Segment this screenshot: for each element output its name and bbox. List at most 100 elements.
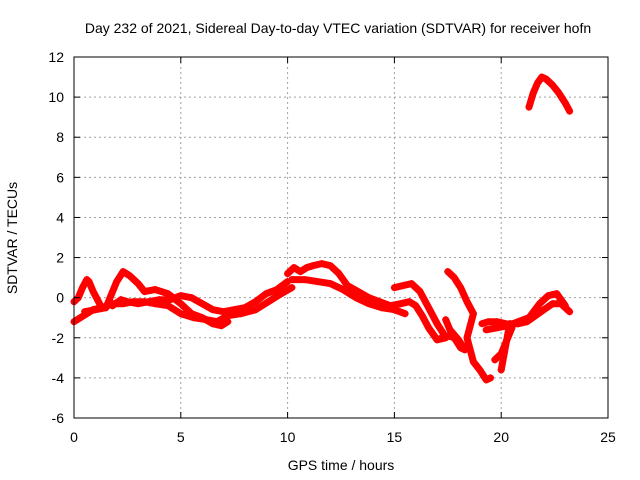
data-point bbox=[487, 374, 495, 382]
data-point bbox=[365, 300, 373, 308]
y-tick-label: 10 bbox=[48, 89, 64, 105]
data-point bbox=[444, 332, 452, 340]
data-point bbox=[151, 286, 159, 294]
data-point bbox=[442, 316, 450, 324]
data-point bbox=[437, 334, 445, 342]
series-13 bbox=[525, 73, 574, 115]
data-point bbox=[352, 294, 360, 302]
data-point bbox=[454, 336, 462, 344]
data-point bbox=[555, 89, 563, 97]
data-point bbox=[79, 284, 87, 292]
data-point bbox=[284, 270, 292, 278]
data-point bbox=[296, 268, 304, 276]
data-point bbox=[566, 308, 574, 316]
data-point bbox=[544, 292, 552, 300]
x-tick-label: 10 bbox=[280, 429, 296, 445]
data-point bbox=[134, 300, 142, 308]
data-point bbox=[309, 262, 317, 270]
series-12 bbox=[482, 290, 569, 334]
data-point bbox=[514, 318, 522, 326]
data-point bbox=[433, 320, 441, 328]
data-point bbox=[187, 294, 195, 302]
data-point bbox=[126, 272, 134, 280]
x-axis-label: GPS time / hours bbox=[288, 457, 395, 473]
data-point bbox=[164, 290, 172, 298]
data-point bbox=[81, 308, 89, 316]
data-point bbox=[504, 322, 512, 330]
y-tick-label: 12 bbox=[48, 49, 64, 65]
data-point bbox=[290, 264, 298, 272]
data-point bbox=[446, 326, 454, 334]
data-point bbox=[463, 298, 471, 306]
x-tick-label: 25 bbox=[600, 429, 616, 445]
axis-ticks bbox=[73, 56, 609, 419]
data-point bbox=[301, 276, 309, 284]
y-tick-label: 0 bbox=[56, 290, 64, 306]
x-tick-label: 5 bbox=[177, 429, 185, 445]
data-point bbox=[140, 288, 148, 296]
data-point bbox=[482, 376, 490, 384]
data-point bbox=[230, 306, 238, 314]
data-point bbox=[318, 260, 326, 268]
y-tick-label: -4 bbox=[52, 370, 65, 386]
data-point bbox=[378, 304, 386, 312]
data-point bbox=[401, 310, 409, 318]
data-point bbox=[288, 284, 296, 292]
data-point bbox=[102, 304, 110, 312]
data-point bbox=[134, 280, 142, 288]
data-point bbox=[450, 334, 458, 342]
data-point bbox=[166, 296, 174, 304]
chart-title: Day 232 of 2021, Sidereal Day-to-day VTE… bbox=[85, 20, 591, 36]
data-point bbox=[262, 290, 270, 298]
data-point bbox=[425, 304, 433, 312]
data-point bbox=[177, 300, 185, 308]
data-point bbox=[444, 268, 452, 276]
x-axis: 0 5 10 15 20 25 bbox=[70, 429, 616, 445]
data-point bbox=[209, 320, 217, 328]
data-point bbox=[198, 300, 206, 308]
data-point bbox=[390, 306, 398, 314]
data-point bbox=[418, 312, 426, 320]
series-5 bbox=[284, 260, 450, 344]
y-tick-label: -6 bbox=[52, 410, 65, 426]
data-point bbox=[343, 282, 351, 290]
data-point bbox=[553, 290, 561, 298]
data-point bbox=[457, 344, 465, 352]
data-point bbox=[119, 268, 127, 276]
data-point bbox=[241, 304, 249, 312]
data-point bbox=[538, 73, 546, 81]
series-9 bbox=[444, 268, 495, 384]
data-point bbox=[416, 288, 424, 296]
data-point bbox=[469, 310, 477, 318]
series-trace-edge bbox=[290, 278, 407, 316]
data-point bbox=[303, 264, 311, 272]
data-point bbox=[497, 366, 505, 374]
data-point bbox=[425, 324, 433, 332]
data-point bbox=[264, 298, 272, 306]
data-point bbox=[390, 284, 398, 292]
data-point bbox=[397, 300, 405, 308]
data-point bbox=[399, 282, 407, 290]
data-point bbox=[177, 310, 185, 318]
plot-frame bbox=[73, 56, 609, 419]
data-point bbox=[252, 298, 260, 306]
series-4 bbox=[108, 278, 292, 316]
data-point bbox=[198, 314, 206, 322]
data-point bbox=[561, 99, 569, 107]
data-point bbox=[217, 322, 225, 330]
data-point bbox=[463, 334, 471, 342]
data-point bbox=[529, 89, 537, 97]
data-point bbox=[76, 314, 84, 322]
data-point bbox=[277, 290, 285, 298]
data-point bbox=[113, 278, 121, 286]
x-tick-label: 0 bbox=[70, 429, 78, 445]
data-point bbox=[326, 280, 334, 288]
data-point bbox=[335, 270, 343, 278]
data-point bbox=[566, 107, 574, 115]
series-6 bbox=[288, 276, 409, 318]
data-point bbox=[482, 326, 490, 334]
series-8 bbox=[437, 316, 469, 354]
y-tick-label: -2 bbox=[52, 330, 65, 346]
data-point bbox=[525, 103, 533, 111]
